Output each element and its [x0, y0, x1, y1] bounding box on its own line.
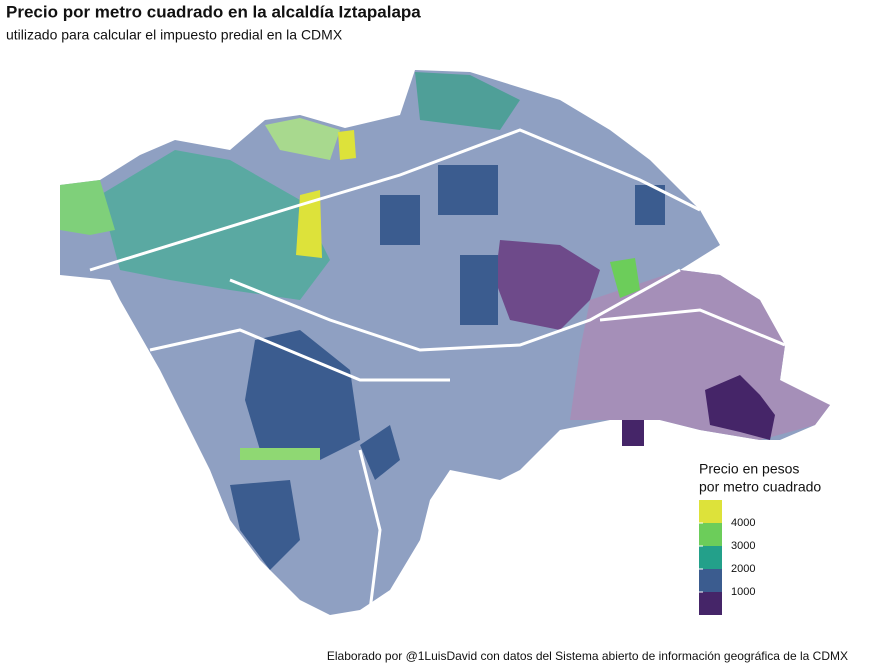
- zone-light-green: [265, 118, 340, 160]
- legend-title: por metro cuadrado: [699, 479, 821, 495]
- subtitle: utilizado para calcular el impuesto pred…: [6, 27, 343, 43]
- legend: Precio en pesos por metro cuadrado 4000 300…: [699, 461, 821, 615]
- legend-swatch: [699, 592, 722, 615]
- road: [89, 128, 701, 272]
- zone-yellow: [338, 130, 356, 160]
- zone-blue: [460, 255, 498, 325]
- zone-light-green: [240, 448, 320, 460]
- legend-swatch: [699, 546, 722, 569]
- road: [599, 308, 786, 347]
- legend-swatch: [699, 569, 722, 592]
- zone-purple: [495, 240, 600, 330]
- zone-teal: [415, 72, 520, 130]
- title: Precio por metro cuadrado en la alcaldía…: [6, 2, 421, 21]
- road: [149, 328, 450, 382]
- zone-blue: [360, 425, 400, 480]
- zone-blue: [380, 195, 420, 245]
- zone-teal: [100, 150, 330, 300]
- zone-yellow: [296, 190, 322, 258]
- road: [229, 268, 681, 352]
- zone-blue: [245, 330, 360, 460]
- legend-swatch: [699, 523, 722, 546]
- caption: Elaborado por @1LuisDavid con datos del …: [327, 649, 848, 663]
- zone-blue: [438, 165, 498, 215]
- map: [60, 70, 830, 615]
- legend-swatch: [699, 500, 722, 523]
- zone-dark-purple: [705, 375, 775, 440]
- legend-label: 4000: [731, 517, 755, 529]
- zone-light-purple: [570, 270, 830, 440]
- legend-label: 2000: [731, 563, 755, 575]
- legend-label: 3000: [731, 540, 755, 552]
- legend-label: 1000: [731, 586, 755, 598]
- zone-green: [610, 258, 640, 298]
- road: [358, 449, 382, 611]
- zone-dark-purple: [622, 420, 644, 446]
- zone-green: [60, 180, 115, 235]
- legend-title: Precio en pesos: [699, 461, 799, 477]
- zone-blue: [230, 480, 300, 570]
